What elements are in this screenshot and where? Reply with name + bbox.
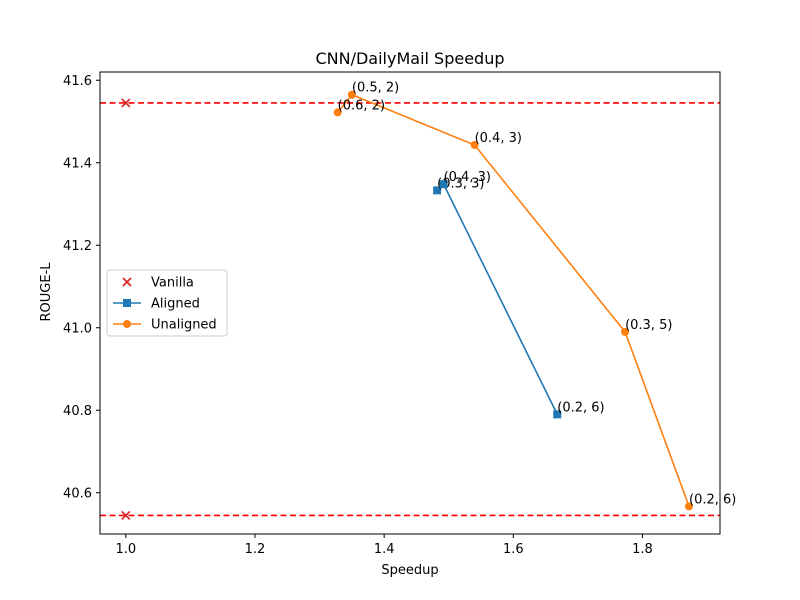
point-label-aligned-2: (0.2, 6): [557, 400, 604, 415]
y-tick-label: 40.6: [63, 486, 92, 501]
marker-stroke: [121, 510, 131, 521]
point-label-unaligned-1: (0.5, 2): [352, 81, 399, 96]
point-label-unaligned-0: (0.6, 2): [338, 98, 385, 113]
marker-stroke: [122, 277, 132, 287]
marker-unaligned-3: [621, 327, 630, 336]
marker-aligned-1: [439, 180, 448, 189]
legend-marker-vanilla: [122, 277, 132, 287]
y-tick-label: 41.6: [63, 74, 92, 89]
y-tick-label: 41.2: [63, 239, 92, 254]
marker-aligned-0: [433, 186, 442, 195]
x-tick-label: 1.6: [503, 542, 524, 557]
marker-aligned-2: [553, 410, 562, 419]
y-axis-title: ROUGE-L: [39, 262, 54, 322]
x-tick-label: 1.8: [632, 542, 653, 557]
y-tick-label: 41.0: [63, 321, 92, 336]
point-label-unaligned-3: (0.3, 5): [625, 318, 672, 333]
x-axis-title: Speedup: [381, 563, 438, 578]
marker-vanilla-0: [121, 98, 131, 108]
marker-vanilla-1: [121, 510, 131, 521]
point-label-unaligned-2: (0.4, 3): [475, 131, 522, 146]
x-tick-label: 1.2: [245, 542, 266, 557]
marker-unaligned-0: [333, 108, 342, 117]
marker-stroke: [121, 98, 131, 108]
chart-title: CNN/DailyMail Speedup: [315, 49, 504, 68]
marker-unaligned-1: [347, 90, 356, 99]
legend-label-unaligned: Unaligned: [151, 318, 217, 333]
legend-marker-aligned: [123, 299, 131, 307]
point-label-unaligned-4: (0.2, 6): [689, 492, 736, 507]
legend-box: [106, 269, 228, 337]
marker-unaligned-2: [470, 141, 479, 150]
marker-unaligned-4: [685, 502, 693, 511]
axes-frame: [99, 71, 721, 535]
legend-marker-unaligned: [123, 320, 131, 328]
x-tick-label: 1.4: [374, 542, 395, 557]
legend: Vanilla Aligned Unaligned: [106, 269, 228, 337]
legend-label-aligned: Aligned: [151, 297, 200, 312]
point-label-aligned-1: (0.4, 3): [444, 170, 491, 185]
y-tick-label: 40.8: [63, 404, 92, 419]
plot-area: (0.3, 3)(0.4, 3)(0.2, 6)(0.6, 2)(0.5, 2)…: [63, 71, 736, 557]
y-tick-label: 41.4: [63, 156, 92, 171]
x-tick-label: 1.0: [115, 542, 136, 557]
legend-label-vanilla: Vanilla: [151, 276, 194, 291]
point-label-aligned-0: (0.3, 3): [437, 176, 484, 191]
